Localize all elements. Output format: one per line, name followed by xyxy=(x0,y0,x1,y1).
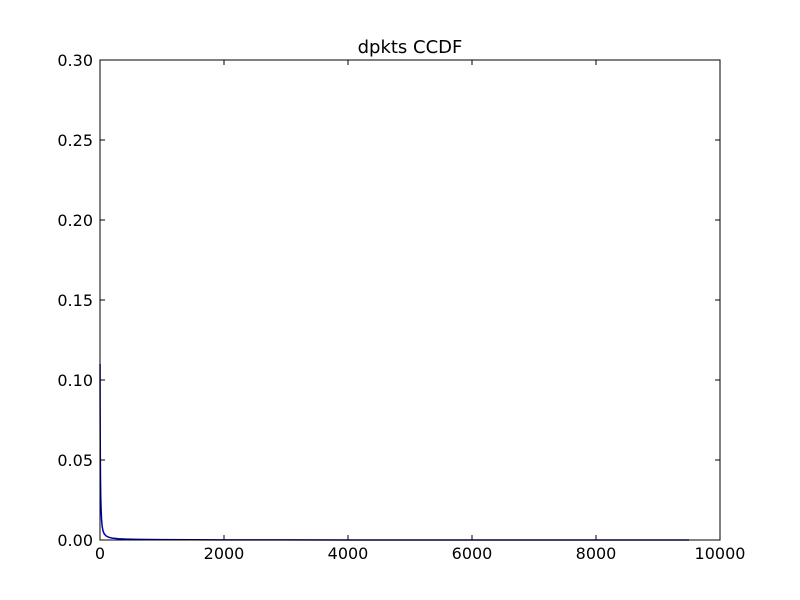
axes: 0 2000 4000 6000 8000 10000 0.00 0.05 0.10 0.15 0.… xyxy=(57,51,745,563)
chart-title: dpkts CCDF xyxy=(358,37,463,58)
x-tick-label: 6000 xyxy=(452,544,493,563)
x-tick-label: 2000 xyxy=(204,544,245,563)
y-tick-label: 0.20 xyxy=(57,211,93,230)
plot-area xyxy=(99,363,690,541)
plot-frame xyxy=(99,59,721,541)
x-tick-label: 8000 xyxy=(576,544,617,563)
x-tick-label: 0 xyxy=(95,544,105,563)
x-tick-label: 10000 xyxy=(695,544,746,563)
y-tick-label: 0.30 xyxy=(57,51,93,70)
y-tick-label: 0.05 xyxy=(57,451,93,470)
y-tick-label: 0.10 xyxy=(57,371,93,390)
x-tick-label: 4000 xyxy=(328,544,369,563)
y-tick-label: 0.25 xyxy=(57,131,93,150)
series-line-0 xyxy=(99,363,690,541)
y-tick-label: 0.00 xyxy=(57,531,93,550)
y-tick-label: 0.15 xyxy=(57,291,93,310)
